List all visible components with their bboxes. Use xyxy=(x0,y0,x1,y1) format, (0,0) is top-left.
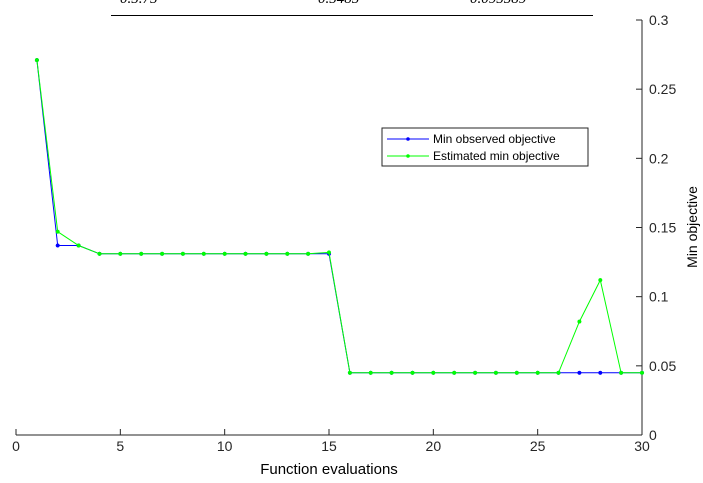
x-tick-label: 30 xyxy=(634,438,650,454)
data-point xyxy=(577,319,582,324)
data-point xyxy=(76,243,81,248)
data-point xyxy=(180,251,185,256)
x-tick-label: 10 xyxy=(217,438,233,454)
data-point xyxy=(473,370,478,375)
y-tick-label: 0.05 xyxy=(649,358,676,374)
x-tick-label: 25 xyxy=(530,438,546,454)
data-point xyxy=(139,251,144,256)
data-point xyxy=(97,251,102,256)
legend-entry: Estimated min objective xyxy=(433,149,560,163)
data-point xyxy=(160,251,165,256)
x-tick-label: 20 xyxy=(426,438,442,454)
data-point xyxy=(306,251,311,256)
x-tick-label: 5 xyxy=(116,438,124,454)
data-point xyxy=(389,370,394,375)
legend-marker xyxy=(406,137,410,141)
y-tick-label: 0.15 xyxy=(649,220,676,236)
y-tick-label: 0.2 xyxy=(649,150,669,166)
data-point xyxy=(55,229,60,234)
legend: Min observed objective Estimated min obje… xyxy=(381,127,589,167)
data-point xyxy=(326,250,332,255)
table-cell: 0.5.75 xyxy=(120,0,158,8)
legend-entry: Min observed objective xyxy=(433,132,556,146)
legend-box xyxy=(381,127,589,167)
data-point xyxy=(347,370,352,375)
data-point xyxy=(577,370,582,375)
y-tick-label: 0.3 xyxy=(649,12,669,28)
cropped-table-fragment: 0.5.75 0.5485 0.095589 xyxy=(0,0,703,20)
y-tick-label: 0 xyxy=(649,427,657,443)
series-layer xyxy=(34,58,645,375)
y-axis-label: Min objective xyxy=(684,186,700,268)
data-point xyxy=(264,251,269,256)
series-line xyxy=(36,60,642,374)
table-cell: 0.5485 xyxy=(318,0,359,8)
series-line xyxy=(36,60,642,374)
data-point xyxy=(535,370,540,375)
data-point xyxy=(514,370,519,375)
y-tick-label: 0.25 xyxy=(649,81,676,97)
x-tick-label: 15 xyxy=(321,438,337,454)
data-point xyxy=(55,243,60,248)
table-rule xyxy=(111,15,593,16)
y-tick-label: 0.1 xyxy=(649,289,669,305)
data-point xyxy=(222,251,227,256)
data-point xyxy=(201,251,206,256)
data-point xyxy=(285,251,290,256)
series-1 xyxy=(34,58,645,375)
legend-marker xyxy=(406,154,410,158)
x-tick-label: 0 xyxy=(12,438,20,454)
data-point xyxy=(598,370,603,375)
data-point xyxy=(639,370,645,375)
data-point xyxy=(452,370,457,375)
data-point xyxy=(431,370,436,375)
table-cell: 0.095589 xyxy=(470,0,526,8)
data-point xyxy=(493,370,498,375)
data-point xyxy=(556,370,561,375)
data-point xyxy=(34,58,39,63)
data-point xyxy=(598,278,603,283)
series-2 xyxy=(34,58,645,375)
data-point xyxy=(118,251,123,256)
data-point xyxy=(410,370,415,375)
data-point xyxy=(243,251,248,256)
data-point xyxy=(368,370,373,375)
x-axis-label: Function evaluations xyxy=(260,461,398,478)
data-point xyxy=(619,370,624,375)
